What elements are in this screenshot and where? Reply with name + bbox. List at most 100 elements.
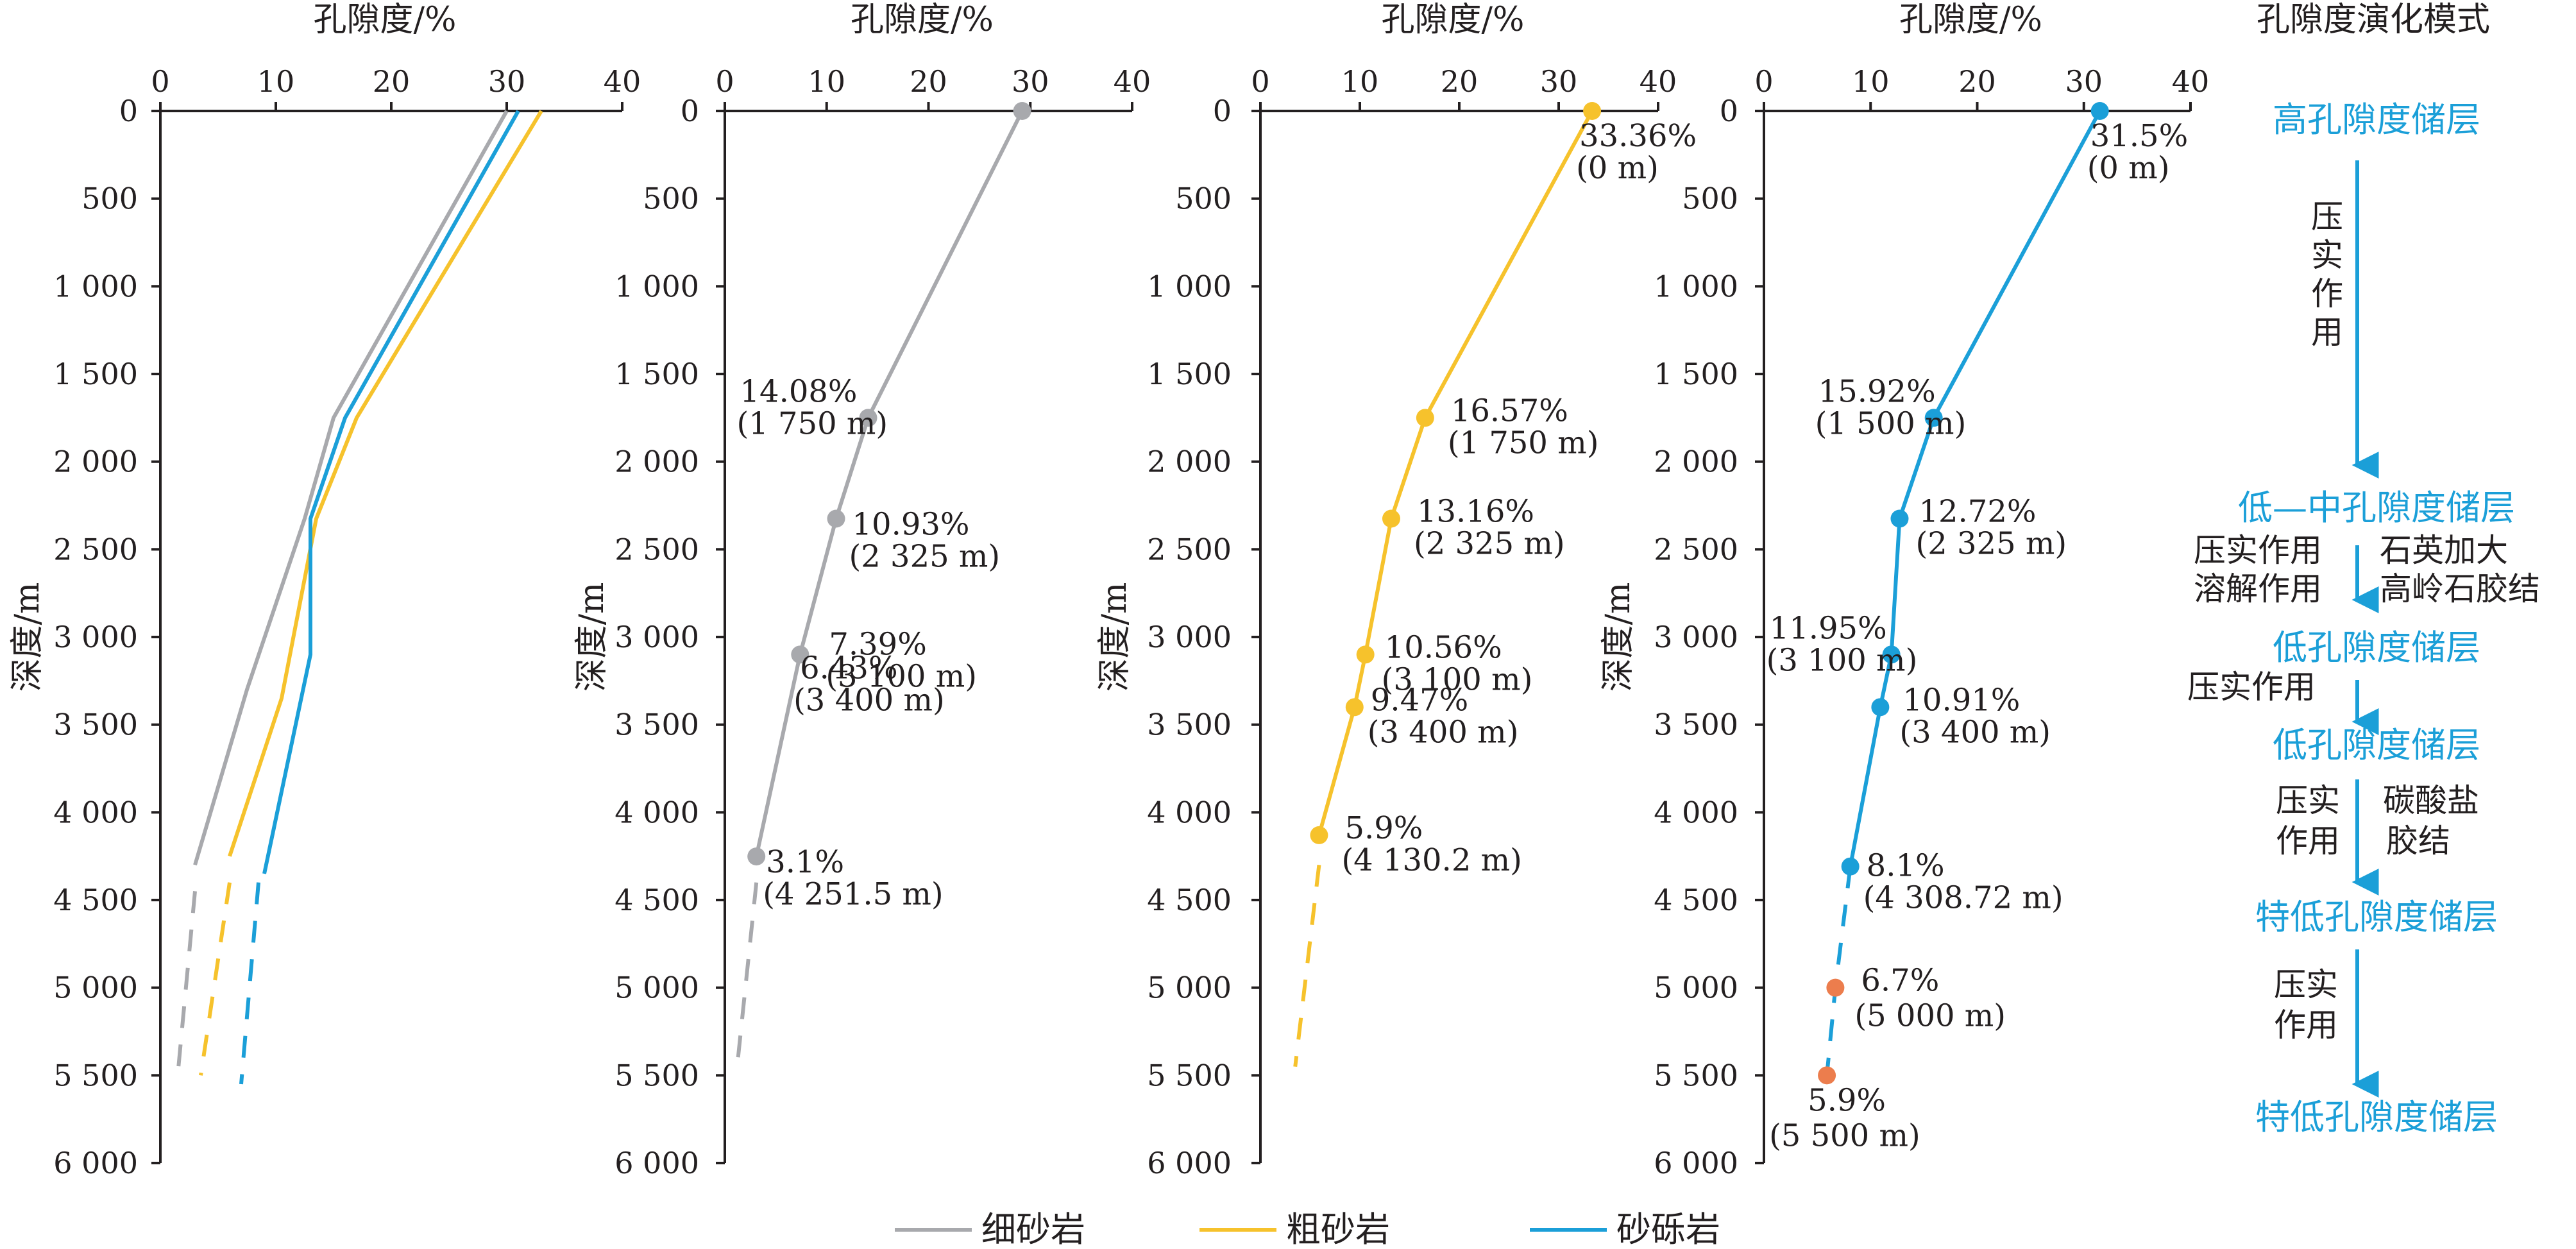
x-axis-title: 孔隙度/% bbox=[314, 1, 457, 39]
y-tick-label: 4 000 bbox=[1654, 795, 1738, 829]
x-tick-label: 0 bbox=[1251, 64, 1269, 99]
data-label-value: 10.93% bbox=[852, 507, 970, 543]
stage-high-porosity: 高孔隙度储层 bbox=[2273, 99, 2480, 140]
y-tick-label: 4 500 bbox=[614, 883, 699, 917]
data-label-depth: (0 m) bbox=[2087, 150, 2170, 186]
data-label-depth: (3 100 m) bbox=[826, 658, 977, 694]
data-label-depth: (3 100 m) bbox=[1382, 661, 1533, 697]
y-tick-label: 1 500 bbox=[53, 357, 138, 391]
y-axis-title: 深度/m bbox=[1096, 582, 1134, 692]
y-tick-label: 4 500 bbox=[1147, 883, 1232, 917]
data-label-value: 10.91% bbox=[1902, 682, 2020, 718]
data-point bbox=[791, 645, 809, 664]
x-tick-label: 0 bbox=[1754, 64, 1773, 99]
y-tick-label: 5 000 bbox=[1147, 971, 1232, 1005]
process-compaction-5a: 压实 bbox=[2274, 966, 2338, 1003]
y-tick-label: 5 000 bbox=[614, 971, 699, 1005]
x-tick-label: 10 bbox=[1341, 64, 1379, 99]
evolution-title: 孔隙度演化模式 bbox=[2257, 1, 2490, 39]
y-tick-label: 2 000 bbox=[1147, 445, 1232, 479]
x-tick-label: 30 bbox=[1540, 64, 1578, 99]
x-tick-label: 10 bbox=[1852, 64, 1890, 99]
y-tick-label: 6 000 bbox=[53, 1146, 138, 1180]
y-tick-label: 500 bbox=[1175, 182, 1232, 216]
process-compaction-char-3: 作 bbox=[2311, 275, 2343, 312]
porosity-evolution-model: 孔隙度演化模式 高孔隙度储层 压 实 作 用 低—中孔隙度储层 压实作用 溶解作… bbox=[2187, 1, 2540, 1137]
y-tick-label: 1 000 bbox=[53, 269, 138, 303]
x-tick-label: 20 bbox=[910, 64, 947, 99]
x-tick-label: 0 bbox=[151, 64, 169, 99]
y-tick-label: 1 500 bbox=[1147, 357, 1232, 391]
y-tick-label: 4 500 bbox=[1654, 883, 1738, 917]
panel-1: 0 10 20 30 40 孔隙度/% 0 500 1 000 1 500 2 000 2 500 3 … bbox=[8, 1, 641, 1180]
y-tick-label: 5 500 bbox=[1147, 1058, 1232, 1092]
data-point bbox=[1871, 698, 1890, 717]
data-point-extrapolated bbox=[1826, 978, 1845, 997]
y-tick-label: 4 000 bbox=[53, 795, 138, 829]
y-tick-label: 1 000 bbox=[1654, 269, 1738, 303]
process-compaction-4b: 作用 bbox=[2276, 822, 2340, 860]
data-label-depth: (3 400 m) bbox=[1368, 714, 1519, 750]
y-tick-label: 0 bbox=[1213, 94, 1232, 128]
series-line bbox=[1317, 110, 1594, 836]
process-compaction-dissolution-2: 溶解作用 bbox=[2194, 570, 2322, 608]
y-tick-label: 0 bbox=[1720, 94, 1738, 128]
data-point bbox=[2090, 102, 2109, 120]
stage-low-porosity-1: 低孔隙度储层 bbox=[2273, 627, 2480, 668]
process-quartz-kaolinite-2: 高岭石胶结 bbox=[2380, 570, 2540, 608]
data-point bbox=[1882, 645, 1901, 664]
series-dashed-1 bbox=[176, 891, 197, 1076]
x-tick-label: 0 bbox=[715, 64, 734, 99]
x-tick-label: 10 bbox=[257, 64, 295, 99]
x-axis-title: 孔隙度/% bbox=[1382, 1, 1525, 39]
series-dashed bbox=[1293, 864, 1321, 1067]
x-tick-label: 20 bbox=[1958, 64, 1996, 99]
process-compaction-dissolution-1: 压实作用 bbox=[2194, 532, 2322, 569]
data-label-depth: (0 m) bbox=[1576, 150, 1659, 186]
y-tick-label: 2 000 bbox=[53, 445, 138, 479]
process-compaction-char-4: 用 bbox=[2311, 314, 2343, 351]
data-point bbox=[747, 847, 766, 866]
data-label-depth: (4 251.5 m) bbox=[763, 876, 943, 912]
stage-ultra-low-porosity-2: 特低孔隙度储层 bbox=[2255, 1097, 2498, 1137]
panel-4: 0 10 20 30 40 孔隙度/% 0 500 1 000 1 500 2 000 2 500 3 … bbox=[1599, 1, 2209, 1180]
data-label-value: 8.1% bbox=[1867, 848, 1945, 884]
y-tick-label: 5 000 bbox=[53, 971, 138, 1005]
y-tick-label: 2 500 bbox=[614, 532, 699, 566]
data-label-value: 6.43% bbox=[800, 650, 897, 686]
y-tick-label: 1 000 bbox=[1147, 269, 1232, 303]
data-point bbox=[827, 509, 845, 528]
data-label-value: 6.7% bbox=[1861, 963, 1939, 999]
data-label-value: 33.36% bbox=[1579, 118, 1697, 154]
data-label-depth: (4 130.2 m) bbox=[1341, 842, 1521, 878]
data-label-value: 9.47% bbox=[1371, 682, 1468, 718]
y-tick-label: 2 000 bbox=[614, 445, 699, 479]
data-label-value: 11.95% bbox=[1770, 610, 1887, 646]
porosity-panels: 0 10 20 30 40 孔隙度/% 0 500 1 000 1 500 2 000 2 500 3 … bbox=[8, 1, 2209, 1180]
y-tick-label: 500 bbox=[81, 182, 138, 216]
y-tick-label: 3 500 bbox=[614, 708, 699, 742]
process-carbonate-cement-2: 胶结 bbox=[2386, 822, 2450, 860]
process-compaction-4a: 压实 bbox=[2276, 782, 2340, 819]
y-axis-title: 深度/m bbox=[8, 582, 47, 692]
x-tick-label: 40 bbox=[1114, 64, 1151, 99]
y-tick-label: 2 500 bbox=[1654, 532, 1738, 566]
y-tick-label: 0 bbox=[681, 94, 699, 128]
y-tick-label: 5 500 bbox=[1654, 1058, 1738, 1092]
data-label-depth: (1 750 m) bbox=[1448, 425, 1599, 461]
x-tick-label: 40 bbox=[1640, 64, 1677, 99]
y-tick-label: 2 000 bbox=[1654, 445, 1738, 479]
series-dashed-3 bbox=[239, 882, 260, 1085]
data-label-value: 10.56% bbox=[1385, 629, 1502, 665]
data-label-depth: (5 000 m) bbox=[1854, 998, 2006, 1034]
y-tick-label: 3 500 bbox=[1654, 708, 1738, 742]
y-tick-label: 6 000 bbox=[1654, 1146, 1738, 1180]
y-tick-label: 2 500 bbox=[1147, 532, 1232, 566]
data-label-value: 7.39% bbox=[829, 626, 926, 662]
data-point-extrapolated bbox=[1818, 1066, 1836, 1085]
y-tick-label: 2 500 bbox=[53, 532, 138, 566]
y-tick-label: 1 500 bbox=[1654, 357, 1738, 391]
series-dashed bbox=[1825, 866, 1852, 1076]
y-tick-label: 4 000 bbox=[614, 795, 699, 829]
